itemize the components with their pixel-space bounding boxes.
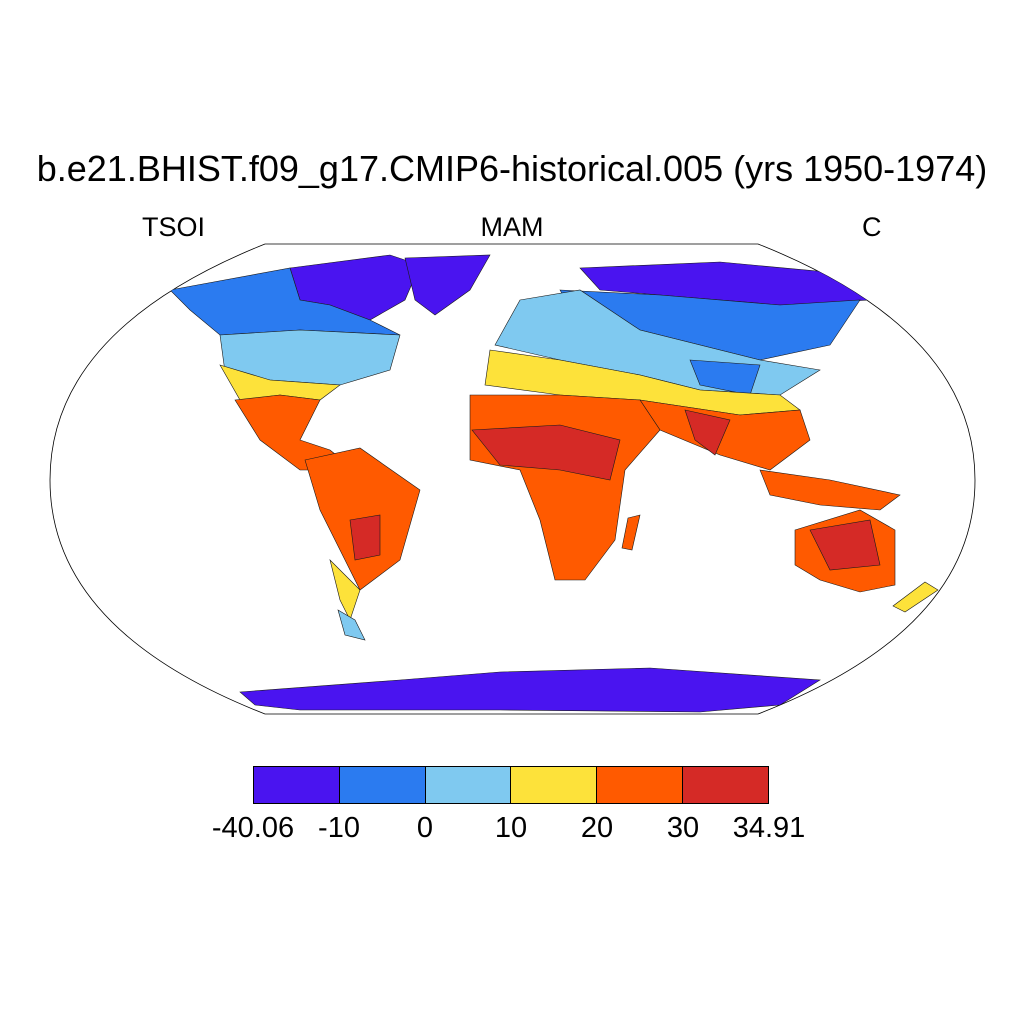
region-south-america-hot xyxy=(349,514,381,561)
colorbar-tick-label: 30 xyxy=(666,812,700,844)
units-label: C xyxy=(862,212,882,242)
region-antarctica xyxy=(239,667,821,713)
colorbar xyxy=(253,766,769,804)
colorbar-swatch xyxy=(511,767,598,803)
region-south-asia-warm xyxy=(639,399,811,471)
region-north-america-warm xyxy=(234,394,356,471)
region-madagascar xyxy=(621,514,641,551)
colorbar-swatch xyxy=(254,767,340,803)
plot-title: b.e21.BHIST.f09_g17.CMIP6-historical.005… xyxy=(36,148,988,189)
region-north-america-cold xyxy=(169,267,401,336)
colorbar-swatch xyxy=(339,767,426,803)
region-india-hot xyxy=(684,409,731,456)
colorbar-tick-label: 20 xyxy=(580,812,614,844)
colorbar-swatch xyxy=(683,767,768,803)
colorbar-swatch xyxy=(597,767,684,803)
region-south-america-cool xyxy=(337,609,366,641)
region-se-asia-islands xyxy=(759,469,901,511)
region-africa-hot xyxy=(471,424,621,481)
variable-label: TSOI xyxy=(142,212,206,242)
region-new-zealand xyxy=(892,581,939,613)
colorbar-tick-label: -40.06 xyxy=(211,812,295,844)
colorbar-tick-label: 34.91 xyxy=(732,812,806,844)
colorbar-tick-label: 0 xyxy=(416,812,434,844)
colorbar-tick-label: -10 xyxy=(318,812,360,844)
colorbar-tick-label: 10 xyxy=(494,812,528,844)
season-label: MAM xyxy=(480,212,544,242)
region-greenland xyxy=(404,254,491,316)
region-australia-hot xyxy=(809,519,881,571)
colorbar-swatch xyxy=(425,767,512,803)
